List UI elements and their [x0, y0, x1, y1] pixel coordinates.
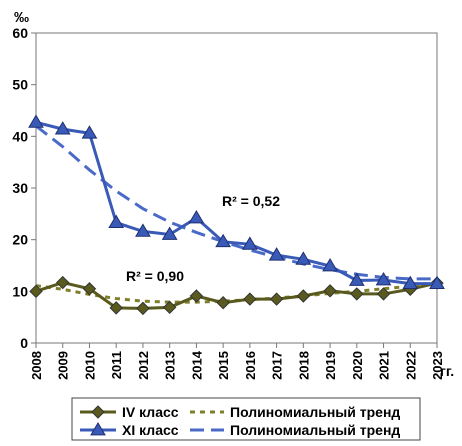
data-point-s0-0: [29, 284, 43, 299]
x-tick-label: 2009: [56, 351, 71, 380]
legend-box: [71, 397, 421, 441]
data-point-s1-10: [295, 251, 312, 265]
data-point-s0-2: [82, 282, 97, 296]
y-tick-label: 30: [12, 180, 28, 196]
legend: IV класс Полиномиальный тренд XI класс Поли…: [71, 397, 421, 441]
data-point-s0-10: [296, 289, 311, 303]
data-point-s1-12: [348, 272, 365, 286]
legend-label-1: XI класс: [122, 422, 179, 438]
x-tick-label: 2008: [29, 351, 44, 380]
x-tick-label: 2017: [270, 351, 285, 380]
x-tick-label: 2018: [296, 351, 311, 380]
y-tick-label: 60: [12, 25, 28, 41]
data-point-s0-12: [350, 287, 364, 301]
y-tick-label: 0: [20, 335, 28, 351]
data-point-s1-3: [108, 214, 125, 229]
x-tick-label: 2022: [403, 351, 418, 380]
legend-marker-0: [91, 405, 105, 419]
legend-trend-label-1: Полиномиальный тренд: [230, 422, 400, 438]
data-point-s0-8: [243, 292, 257, 306]
legend-trend-label-0: Полиномиальный тренд: [230, 404, 400, 420]
data-point-s1-1: [54, 121, 71, 135]
y-unit-label: ‰: [14, 9, 29, 26]
x-tick-label: 2014: [189, 350, 204, 380]
legend-marker-1: [90, 422, 106, 436]
x-tick-label: 2019: [323, 351, 338, 380]
x-tick-label: 2012: [136, 351, 151, 380]
y-tick-label: 50: [12, 77, 28, 93]
y-tick-label: 40: [12, 128, 28, 144]
data-point-s1-4: [135, 223, 151, 237]
data-point-s0-6: [189, 289, 204, 303]
data-point-s1-11: [322, 258, 338, 272]
data-point-s0-1: [56, 275, 70, 290]
x-tick-label: 2021: [377, 351, 392, 380]
x-tick-label: 2010: [82, 351, 97, 380]
data-point-s0-4: [136, 301, 150, 316]
r2-label-1: R² = 0,52: [222, 193, 280, 209]
data-point-s1-6: [188, 209, 205, 224]
data-point-s0-11: [323, 284, 337, 298]
x-tick-label: 2011: [109, 351, 124, 379]
x-unit-label: гг.: [440, 363, 454, 379]
x-tick-label: 2020: [350, 351, 365, 380]
r2-labels: R² = 0,90 R² = 0,52: [126, 193, 280, 284]
series-line-1: [35, 120, 437, 286]
series-line-0: [35, 280, 438, 310]
data-point-s0-7: [216, 295, 230, 310]
plot-area: [35, 32, 438, 344]
r2-label-0: R² = 0,90: [126, 268, 184, 284]
series-lines: [28, 114, 445, 316]
x-tick-label: 2013: [163, 351, 178, 380]
x-tick-label: 2023: [430, 351, 445, 380]
data-point-s1-2: [81, 125, 98, 139]
data-point-s0-3: [109, 301, 123, 315]
data-point-s1-13: [375, 271, 392, 286]
y-tick-label: 20: [12, 232, 28, 248]
data-point-s1-5: [161, 226, 178, 240]
data-point-s0-5: [162, 300, 177, 315]
data-point-s0-13: [376, 287, 391, 301]
x-tick-label: 2016: [243, 351, 258, 380]
y-tick-label: 10: [12, 283, 28, 299]
data-point-s1-7: [215, 233, 232, 248]
x-axis: 2008 2009 2010 2011 2012 2013 2014 2015 2016 2017…: [29, 343, 445, 380]
x-tick-label: 2015: [216, 351, 231, 380]
data-point-s1-0: [28, 114, 44, 128]
data-point-s1-15: [429, 275, 445, 289]
data-point-s0-9: [269, 292, 284, 306]
legend-label-0: IV класс: [122, 404, 179, 420]
data-point-s1-8: [241, 236, 258, 250]
data-point-s1-14: [402, 275, 419, 289]
data-point-s1-9: [268, 247, 285, 261]
y-axis: 0 10 20 30 40 50 60: [12, 25, 36, 351]
